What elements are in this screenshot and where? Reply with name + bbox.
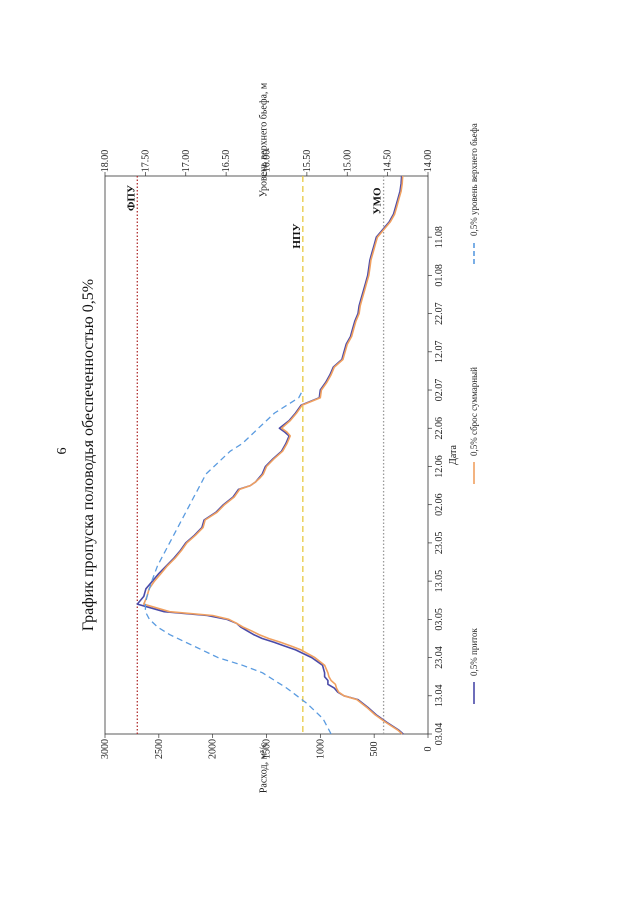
x-tick-label: 03.05 <box>434 608 445 631</box>
y2-tick-label: 16.00 <box>262 150 273 173</box>
series-line <box>144 389 332 735</box>
series-line <box>136 175 404 735</box>
x-tick-label: 12.07 <box>434 341 445 364</box>
x-tick-label: 11.08 <box>434 226 445 248</box>
y2-tick-label: 17.50 <box>140 150 151 173</box>
x-tick-label: 22.06 <box>434 417 445 440</box>
x-axis-title: Дата <box>448 444 459 464</box>
x-tick-label: 23.04 <box>434 646 445 669</box>
plot-area: График пропуска половодья обеспеченность… <box>80 82 479 793</box>
x-tick-label: 03.04 <box>434 723 445 746</box>
y-tick-label: 1500 <box>262 739 273 759</box>
y-tick-label: 0 <box>423 747 434 752</box>
y2-tick-label: 15.00 <box>342 150 353 173</box>
y-tick-label: 1000 <box>315 739 326 759</box>
legend-label: 0,5% приток <box>469 628 479 676</box>
y-tick-label: 500 <box>369 742 380 757</box>
x-tick-label: 01.08 <box>434 264 445 287</box>
y2-tick-label: 14.50 <box>383 150 394 173</box>
y2-tick-label: 16.50 <box>221 150 232 173</box>
y2-tick-label: 17.00 <box>181 150 192 173</box>
x-tick-label: 02.07 <box>434 379 445 402</box>
reference-line-label: НПУ <box>291 223 303 248</box>
x-tick-label: 02.06 <box>434 493 445 516</box>
x-tick-label: 23.05 <box>434 532 445 555</box>
x-tick-label: 12.06 <box>434 455 445 478</box>
legend-label: 0,5% сброс суммарный <box>469 367 479 456</box>
plot-frame <box>104 175 429 735</box>
y2-tick-label: 14.00 <box>423 150 434 173</box>
y-tick-label: 3000 <box>100 739 111 759</box>
y-tick-label: 2000 <box>208 739 219 759</box>
x-tick-label: 13.04 <box>434 685 445 708</box>
reference-line-label: УМО <box>372 187 384 214</box>
x-tick-label: 22.07 <box>434 302 445 325</box>
page-number: 6 <box>55 448 70 455</box>
y-tick-label: 2500 <box>154 739 165 759</box>
y2-axis-title: Уровень верхнего бьефа, м <box>259 82 270 197</box>
y2-tick-label: 18.00 <box>100 150 111 173</box>
x-tick-label: 13.05 <box>434 570 445 593</box>
legend-label: 0,5% уровень верхнего бьефа <box>469 123 479 236</box>
reference-line-label: ФПУ <box>125 185 137 211</box>
y-axis-title: Расход, м³/с <box>259 742 270 793</box>
series-line <box>143 175 404 735</box>
chart-title: График пропуска половодья обеспеченность… <box>80 279 97 631</box>
y2-tick-label: 15.50 <box>302 150 313 173</box>
